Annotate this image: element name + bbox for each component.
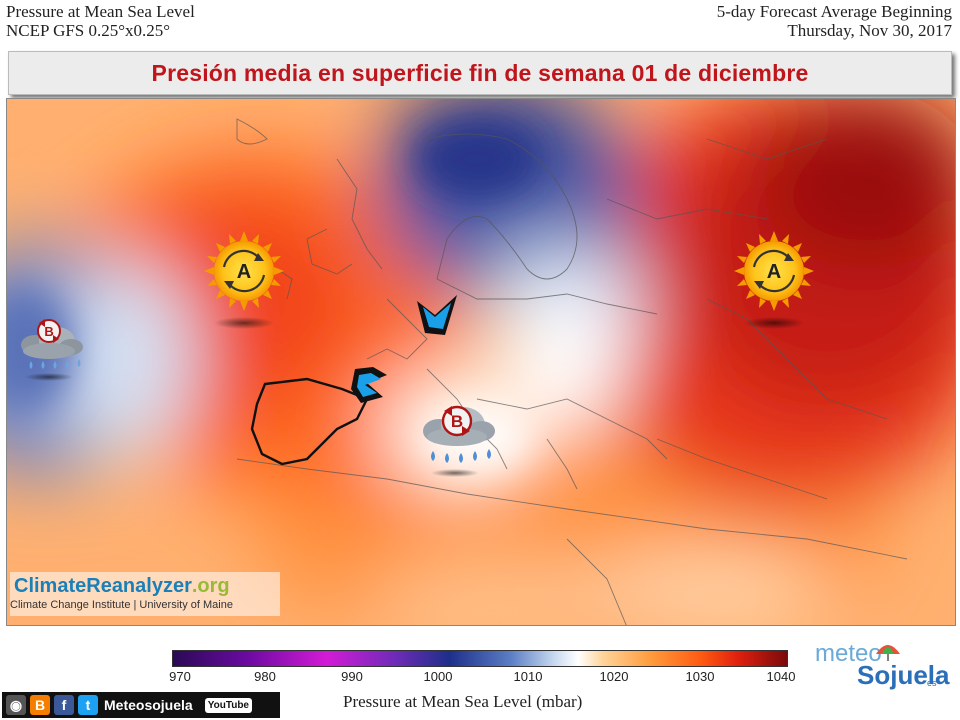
high-label-right: A [767, 261, 781, 283]
high-label-left: A [237, 261, 251, 283]
colorbar-label: Pressure at Mean Sea Level (mbar) [343, 692, 583, 711]
map-svg: A A [7, 99, 955, 625]
spain-outline [250, 377, 369, 466]
colorbar: 970 980 990 1000 1010 1020 1030 1040 [169, 650, 795, 684]
site-credit: ClimateReanalyzer.org [14, 575, 230, 598]
colorbar-tick: 980 [254, 669, 276, 684]
brand-line3: es [927, 678, 937, 688]
social-bar: ◉ B f t Meteosojuela YouTube [2, 692, 280, 718]
low-pressure-center: B [423, 405, 495, 477]
facebook-icon[interactable]: f [54, 695, 74, 715]
colorbar-tick: 1010 [513, 669, 543, 684]
umbrella-icon [876, 645, 900, 661]
high-pressure-right: A [734, 231, 814, 329]
low-label-center: B [451, 412, 463, 431]
colorbar-tick: 990 [341, 669, 363, 684]
low-label-left: B [44, 324, 53, 339]
institute-credit: Climate Change Institute | University of… [10, 599, 233, 611]
wind-arrow-icon [417, 295, 457, 335]
header-title: Pressure at Mean Sea Level [6, 2, 195, 21]
twitter-icon[interactable]: t [78, 695, 98, 715]
colorbar-gradient [172, 650, 788, 667]
colorbar-tick: 1000 [423, 669, 453, 684]
instagram-icon[interactable]: ◉ [6, 695, 26, 715]
banner: Presión media en superficie fin de seman… [8, 51, 952, 95]
header-right: 5-day Forecast Average Beginning Thursda… [717, 2, 952, 40]
pressure-map: A A [6, 98, 956, 626]
coastlines [236, 118, 908, 625]
social-handle[interactable]: Meteosojuela [104, 697, 193, 713]
blogger-icon[interactable]: B [30, 695, 50, 715]
youtube-icon[interactable]: YouTube [204, 697, 252, 713]
wind-arrow-icon [351, 367, 387, 403]
high-pressure-left: A [204, 231, 284, 329]
header-model: NCEP GFS 0.25°x0.25° [6, 21, 171, 40]
pressure-field [7, 99, 955, 625]
header-forecast: 5-day Forecast Average Beginning [716, 2, 952, 21]
colorbar-tick: 1030 [685, 669, 715, 684]
brand-line2: Sojuela [857, 660, 950, 690]
colorbar-tick: 1040 [766, 669, 796, 684]
header-left: Pressure at Mean Sea Level NCEP GFS 0.25… [6, 2, 195, 40]
brand-line1: meteo [815, 640, 882, 667]
credit-background [10, 572, 280, 616]
low-pressure-left: B [21, 319, 83, 381]
header-date: Thursday, Nov 30, 2017 [787, 21, 952, 40]
colorbar-tick: 970 [169, 669, 191, 684]
colorbar-ticks: 970 980 990 1000 1010 1020 1030 1040 [169, 667, 795, 684]
brand-logo: meteo Sojuela es [815, 640, 955, 690]
colorbar-tick: 1020 [599, 669, 629, 684]
banner-title: Presión media en superficie fin de seman… [151, 59, 809, 86]
site-tld: .org [191, 575, 230, 597]
site-name: ClimateReanalyzer [14, 575, 192, 597]
